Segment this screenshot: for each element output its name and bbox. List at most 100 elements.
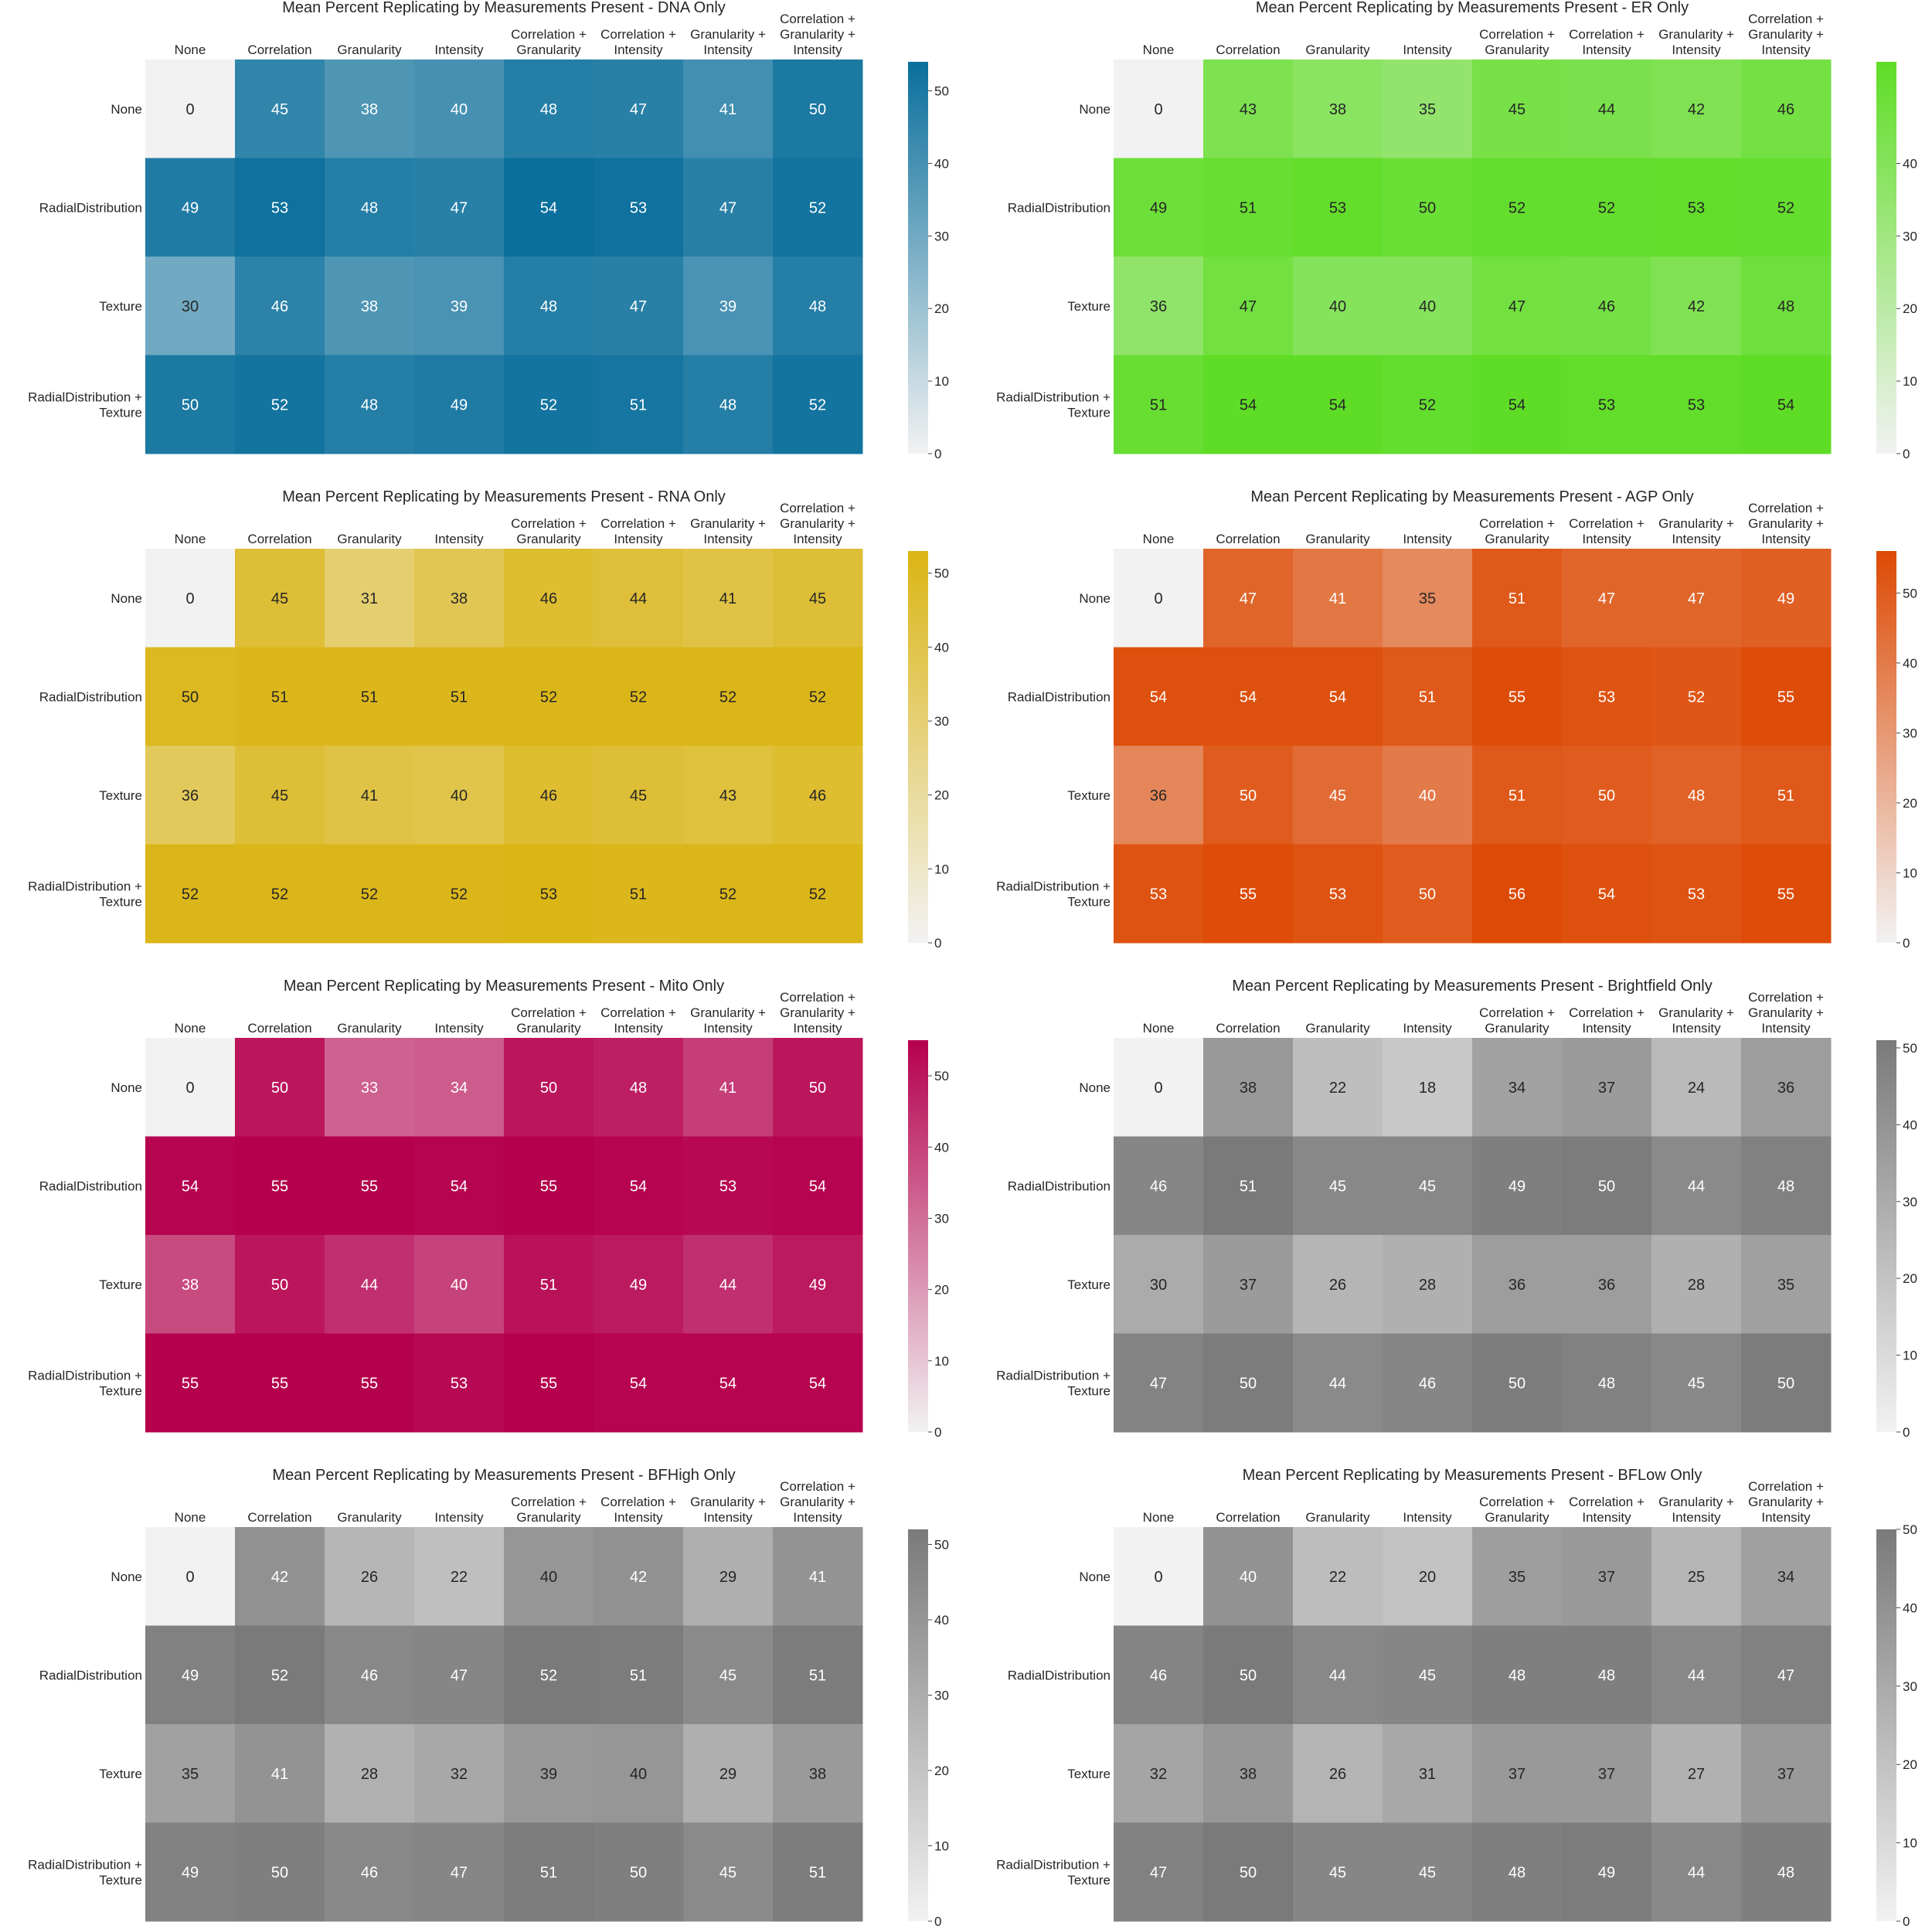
cell-value-label: 51 xyxy=(1150,396,1167,413)
heatmap-cell xyxy=(594,844,684,944)
cell-value-label: 45 xyxy=(1419,1864,1436,1881)
heatmap-cell xyxy=(1114,1625,1204,1725)
colorbar-tick-label: 50 xyxy=(934,84,949,99)
cell-value-label: 53 xyxy=(1688,396,1705,413)
heatmap-cell xyxy=(1741,257,1832,355)
colorbar-tick-label: 30 xyxy=(934,1689,949,1703)
cell-value-label: 51 xyxy=(451,689,468,706)
heatmap-cell xyxy=(145,355,236,454)
heatmap-cell xyxy=(1562,1235,1652,1334)
heatmap-cell xyxy=(504,1333,594,1433)
heatmap-cell xyxy=(504,549,594,648)
column-label: Correlation + Intensity xyxy=(1569,516,1645,546)
cell-value-label: 40 xyxy=(451,101,468,118)
heatmap-cell xyxy=(414,60,505,158)
heatmap-cell xyxy=(504,158,594,257)
heatmap-cell xyxy=(1472,355,1563,454)
heatmap-cell xyxy=(1203,844,1294,944)
cell-value-label: 33 xyxy=(361,1080,378,1097)
row-label: Texture xyxy=(1067,788,1111,803)
cell-value-label: 45 xyxy=(1329,1178,1346,1195)
heatmap-cell xyxy=(1114,257,1204,355)
column-label: None xyxy=(1143,532,1175,546)
colorbar-tick-label: 30 xyxy=(934,229,949,243)
colorbar-tick-label: 20 xyxy=(934,301,949,316)
cell-value-label: 54 xyxy=(1509,396,1526,413)
cell-value-label: 52 xyxy=(1598,199,1615,216)
heatmap-cell xyxy=(1562,549,1652,648)
row-label: RadialDistribution xyxy=(39,1668,142,1682)
heatmap-cell xyxy=(414,355,505,454)
colorbar-tick-label: 0 xyxy=(1903,447,1910,461)
heatmap-cell xyxy=(1651,746,1742,845)
column-label: Correlation + Intensity xyxy=(600,516,676,546)
cell-value-label: 49 xyxy=(182,1667,199,1684)
chart-title: Mean Percent Replicating by Measurements… xyxy=(272,1467,735,1484)
cell-value-label: 55 xyxy=(540,1178,557,1195)
column-label: Intensity xyxy=(434,532,484,546)
cell-value-label: 30 xyxy=(182,298,199,315)
cell-value-label: 47 xyxy=(719,199,736,216)
cell-value-label: 54 xyxy=(540,199,557,216)
heatmap-cell xyxy=(773,746,863,845)
row-label: RadialDistribution xyxy=(39,200,142,215)
column-label: None xyxy=(175,532,206,546)
heatmap-cell xyxy=(1293,355,1383,454)
column-label: Correlation xyxy=(247,1510,311,1525)
heatmap-cell xyxy=(1651,60,1742,158)
heatmap-cell xyxy=(1203,60,1294,158)
heatmap-cell xyxy=(235,60,325,158)
cell-value-label: 52 xyxy=(540,396,557,413)
heatmap-cell xyxy=(325,1136,415,1236)
heatmap-cell xyxy=(1741,158,1832,257)
cell-value-label: 55 xyxy=(271,1178,288,1195)
cell-value-label: 48 xyxy=(719,396,736,413)
row-label: RadialDistribution xyxy=(1008,200,1111,215)
heatmap-cell xyxy=(1741,844,1832,944)
heatmap-cell xyxy=(504,746,594,845)
row-label: None xyxy=(1079,102,1111,117)
cell-value-label: 50 xyxy=(809,1080,826,1097)
cell-value-label: 51 xyxy=(271,689,288,706)
cell-value-label: 41 xyxy=(719,1080,736,1097)
column-label: Correlation xyxy=(247,1021,311,1036)
heatmap-cell xyxy=(325,1333,415,1433)
cell-value-label: 36 xyxy=(1509,1277,1526,1294)
column-label: None xyxy=(175,1510,206,1525)
cell-value-label: 36 xyxy=(1150,298,1167,315)
row-label: None xyxy=(1079,1570,1111,1584)
cell-value-label: 53 xyxy=(1329,199,1346,216)
heatmap-cell xyxy=(504,1038,594,1137)
cell-value-label: 42 xyxy=(1688,298,1705,315)
cell-value-label: 38 xyxy=(809,1766,826,1783)
heatmap-cell xyxy=(594,355,684,454)
cell-value-label: 50 xyxy=(1509,1375,1526,1392)
column-label: Correlation + Intensity xyxy=(1569,1495,1645,1525)
row-label: None xyxy=(1079,591,1111,606)
colorbar-tick-label: 30 xyxy=(1903,726,1917,740)
cell-value-label: 47 xyxy=(451,1667,468,1684)
heatmap-cell xyxy=(1562,355,1652,454)
heatmap-cell xyxy=(414,844,505,944)
heatmap-cell xyxy=(504,257,594,355)
cell-value-label: 44 xyxy=(1329,1667,1346,1684)
heatmap-cell xyxy=(683,1625,774,1725)
cell-value-label: 49 xyxy=(1509,1178,1526,1195)
heatmap-cell xyxy=(504,60,594,158)
column-label: Correlation xyxy=(1216,1510,1280,1525)
column-label: Correlation + Granularity + Intensity xyxy=(1748,1479,1824,1525)
heatmap-cell xyxy=(1383,1724,1473,1823)
cell-value-label: 55 xyxy=(540,1375,557,1392)
heatmap-cell xyxy=(504,1625,594,1725)
heatmap-panel: Mean Percent Replicating by Measurements… xyxy=(996,488,1917,951)
cell-value-label: 32 xyxy=(1150,1766,1167,1783)
column-label: Intensity xyxy=(1403,1021,1452,1036)
heatmap-cell xyxy=(1383,1527,1473,1626)
cell-value-label: 50 xyxy=(271,1864,288,1881)
cell-value-label: 55 xyxy=(1509,689,1526,706)
heatmap-cell xyxy=(1562,1038,1652,1137)
heatmap-cell xyxy=(504,1136,594,1236)
cell-value-label: 55 xyxy=(1777,689,1794,706)
cell-value-label: 52 xyxy=(809,689,826,706)
cell-value-label: 40 xyxy=(1419,298,1436,315)
